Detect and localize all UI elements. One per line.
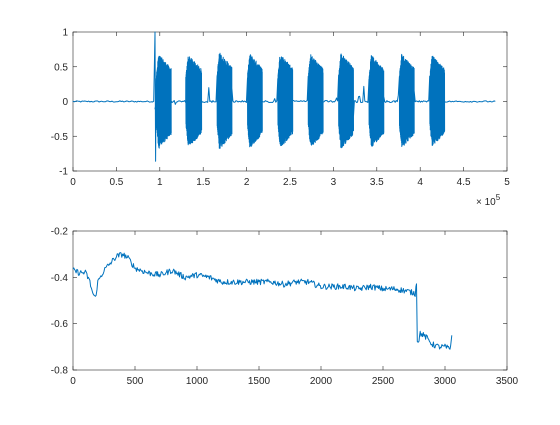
top-axes: 0 0.5 1 1.5 2 2.5 3 3.5 4 4.5 5 -1-0.500.51 × 105 — [51, 28, 510, 209]
bottom-y-tick-label: -0.6 — [51, 319, 69, 330]
bottom-y-tick-label: -0.2 — [51, 227, 69, 238]
top-x-tick-label: 2 — [244, 177, 250, 188]
top-x-ticks: 0 0.5 1 1.5 2 2.5 3 3.5 4 4.5 5 — [70, 32, 510, 188]
top-y-tick-label: 1 — [62, 28, 68, 39]
bottom-axes: 0 500 1000 1500 2000 2500 3000 3500 -0.8-0.6-0.… — [51, 227, 519, 388]
top-x-tick-label: 4 — [417, 177, 423, 188]
top-x-exponent-base: × 10 — [476, 197, 496, 208]
bottom-x-tick-label: 2000 — [310, 376, 333, 387]
top-y-ticks: -1 -0.5 0 0.5 1 — [51, 28, 507, 178]
top-x-tick-label: 0.5 — [109, 177, 123, 188]
top-x-tick-label: 4.5 — [457, 177, 471, 188]
bottom-y-tick-label: -0.8 — [51, 366, 69, 377]
bottom-y-tick-label: -0.4 — [51, 273, 69, 284]
top-x-tick-label: 0 — [70, 177, 76, 188]
top-y-tick-label: -0.5 — [51, 132, 69, 143]
bottom-x-tick-label: 1500 — [248, 376, 271, 387]
top-y-tick-label: 0.5 — [54, 62, 68, 73]
top-x-tick-label: 1.5 — [196, 177, 210, 188]
top-x-tick-label: 3.5 — [370, 177, 384, 188]
top-x-exponent-label: × 105 — [476, 193, 501, 208]
bottom-y-ticks: -0.8 -0.6 -0.4 -0.2 — [51, 227, 507, 377]
bottom-series-line — [72, 252, 453, 350]
top-series-line — [72, 31, 496, 162]
bottom-x-tick-label: 3000 — [434, 376, 457, 387]
bottom-x-tick-label: 500 — [127, 376, 144, 387]
top-x-exponent-power: 5 — [496, 193, 501, 202]
top-y-tick-label: 0 — [62, 97, 68, 108]
bottom-x-tick-label: 0 — [70, 376, 76, 387]
top-x-tick-label: 2.5 — [283, 177, 297, 188]
top-x-tick-label: 1 — [157, 177, 163, 188]
bottom-x-tick-label: 3500 — [496, 376, 519, 387]
bottom-axes-box — [72, 230, 508, 371]
top-x-tick-label: 3 — [331, 177, 337, 188]
top-x-tick-label: 5 — [504, 177, 510, 188]
bottom-x-ticks: 0 500 1000 1500 2000 2500 3000 3500 — [70, 231, 519, 387]
bottom-x-tick-label: 2500 — [372, 376, 395, 387]
bottom-x-tick-label: 1000 — [186, 376, 209, 387]
top-y-tick-label: -1 — [59, 167, 68, 178]
